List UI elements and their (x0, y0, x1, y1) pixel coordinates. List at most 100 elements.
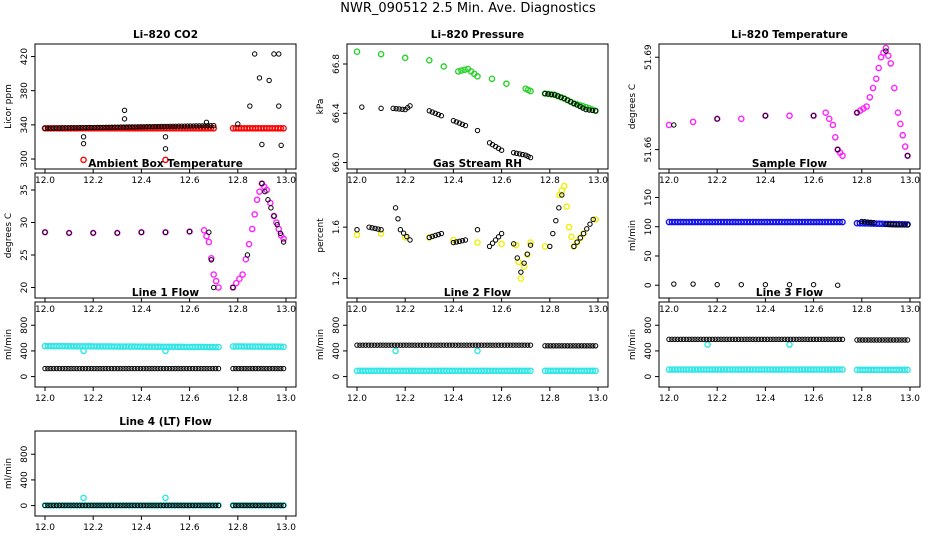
x-tick-label: 12.2 (83, 305, 103, 315)
data-point-primary-black (432, 110, 439, 116)
data-point-primary-black (453, 239, 460, 245)
data-point-primary-black (131, 502, 138, 509)
data-point-primary-black (106, 124, 112, 131)
data-point-primary-black (423, 342, 430, 348)
data-point-diag-magenta (236, 275, 243, 283)
x-tick-label: 12.8 (228, 394, 248, 404)
data-point-primary-black (458, 342, 464, 348)
data-point-primary-black (271, 51, 277, 57)
x-tick-label: 12.2 (707, 394, 727, 404)
data-point-primary-black (354, 227, 360, 233)
data-point-diag-magenta (831, 133, 839, 141)
data-point-primary-black (166, 502, 173, 509)
x-tick-label: 12.0 (35, 523, 55, 533)
data-point-primary-black (271, 213, 277, 219)
data-point-diag-cyan (162, 494, 169, 502)
data-point-primary-black (901, 222, 908, 228)
data-point-primary-black (666, 336, 672, 343)
data-point-primary-black (868, 219, 874, 226)
data-point-primary-black (498, 342, 505, 348)
data-point-diag-magenta (251, 211, 258, 218)
data-point-primary-black (256, 75, 263, 81)
data-point-primary-black (714, 281, 720, 288)
data-point-primary-black (438, 230, 445, 237)
data-point-primary-black (854, 109, 860, 116)
data-point-primary-black (459, 121, 466, 128)
y-tick-label: 400 (20, 471, 30, 488)
data-point-primary-black (175, 365, 181, 372)
y-axis-label: degrees C (4, 213, 14, 258)
data-point-primary-black (383, 342, 389, 348)
data-point-primary-black (65, 365, 71, 372)
data-point-primary-black (56, 125, 63, 131)
data-point-primary-black (580, 105, 586, 111)
data-point-primary-black (71, 502, 77, 509)
data-point-primary-black (415, 342, 421, 348)
data-point-primary-black (42, 229, 48, 235)
data-point-primary-black (88, 124, 95, 131)
data-point-primary-black (357, 342, 363, 348)
data-point-primary-black (492, 237, 499, 243)
data-point-primary-black (360, 342, 366, 348)
data-point-primary-black (56, 365, 63, 372)
data-point-primary-black (432, 232, 439, 239)
y-tick-label: 66.0 (332, 152, 342, 172)
data-point-primary-black (859, 337, 866, 343)
x-tick-label: 12.2 (395, 394, 415, 404)
plot-frame (34, 172, 297, 299)
data-point-primary-black (178, 365, 184, 372)
data-point-primary-black (181, 502, 187, 509)
data-point-primary-black (784, 336, 791, 343)
data-point-primary-black (559, 192, 565, 198)
data-point-primary-black (238, 365, 245, 372)
data-point-primary-black (157, 365, 164, 372)
data-point-diag-yellow (560, 182, 568, 190)
y-tick-label: 20 (20, 282, 30, 294)
x-tick-label: 12.4 (443, 176, 463, 186)
data-point-primary-black (268, 205, 274, 211)
chart-title: Gas Stream RH (433, 158, 522, 170)
data-point-primary-black (272, 365, 278, 372)
data-point-primary-black (208, 257, 214, 263)
data-point-primary-black (386, 342, 392, 348)
chart-panel-10: Line 4 (LT) Flow ml/min 12.0 12.2 12.4 12.6 12… (4, 416, 297, 533)
data-point-primary-black (155, 365, 161, 372)
x-tick-label: 12.8 (540, 394, 560, 404)
data-point-primary-black (692, 336, 698, 343)
data-point-primary-black (895, 222, 901, 228)
data-point-diag-green (579, 102, 587, 110)
data-point-primary-black (259, 141, 265, 148)
data-point-primary-black (59, 502, 66, 509)
data-point-primary-black (275, 502, 281, 509)
y-tick-label: 1.2 (332, 271, 342, 285)
x-tick-label: 12.2 (83, 523, 103, 533)
data-point-diag-red (80, 156, 87, 164)
chart-title: Line 2 Flow (444, 287, 511, 299)
data-point-primary-black (143, 502, 149, 509)
data-point-diag-red (280, 124, 287, 132)
data-point-primary-black (902, 337, 908, 343)
data-point-primary-black (589, 107, 596, 114)
data-point-diag-magenta (882, 44, 890, 52)
y-tick-label: 400 (644, 342, 654, 359)
data-point-primary-black (365, 342, 372, 348)
data-point-diag-magenta (891, 84, 898, 92)
chart-title: Ambient Box Temperature (88, 158, 243, 170)
data-point-primary-black (68, 502, 74, 509)
data-point-diag-cyan (527, 367, 534, 375)
data-point-primary-black (247, 365, 253, 372)
data-point-primary-black (160, 365, 167, 372)
data-point-diag-yellow (541, 243, 549, 250)
x-tick-label: 13.0 (900, 305, 920, 315)
data-point-primary-black (74, 365, 80, 372)
data-point-primary-black (377, 342, 383, 348)
data-point-primary-black (193, 123, 199, 129)
y-tick-label: 420 (20, 48, 30, 65)
x-tick-label: 12.6 (492, 394, 512, 404)
data-point-primary-black (203, 119, 210, 125)
data-point-primary-black (712, 336, 718, 343)
data-point-primary-black (904, 337, 911, 343)
data-point-primary-black (698, 336, 704, 343)
data-point-primary-black (822, 336, 828, 343)
